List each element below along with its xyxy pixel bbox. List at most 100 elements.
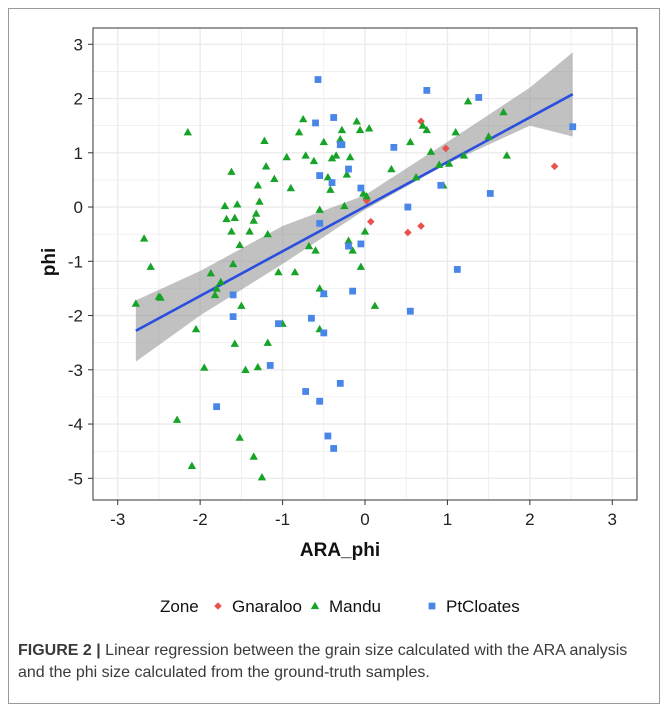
point-mandu	[315, 284, 324, 292]
point-ptcloates	[569, 123, 577, 131]
point-mandu	[315, 205, 324, 213]
confidence-band	[135, 52, 573, 362]
point-ptcloates	[320, 329, 328, 337]
point-mandu	[228, 259, 238, 268]
point-mandu	[355, 125, 365, 134]
point-mandu	[220, 201, 230, 210]
point-mandu	[139, 234, 149, 242]
point-mandu	[212, 284, 221, 292]
point-mandu	[327, 154, 337, 162]
point-mandu	[200, 363, 209, 371]
legend-title: Zone	[160, 597, 199, 616]
point-gnaraloo	[550, 162, 559, 171]
y-tick-label: 2	[74, 90, 83, 109]
point-mandu	[249, 216, 258, 224]
point-ptcloates	[275, 320, 282, 328]
point-mandu	[191, 324, 201, 333]
legend-key-mandu	[310, 601, 320, 610]
point-ptcloates	[328, 179, 336, 187]
point-mandu	[418, 121, 427, 129]
legend-label-gnaraloo: Gnaraloo	[232, 597, 302, 616]
point-mandu	[227, 167, 236, 175]
point-mandu	[249, 452, 258, 460]
y-tick-label: -1	[68, 252, 83, 271]
point-mandu	[434, 160, 444, 168]
point-mandu	[206, 269, 216, 277]
point-mandu	[422, 125, 432, 134]
point-mandu	[270, 174, 279, 182]
y-tick-label: -4	[68, 415, 83, 434]
point-mandu	[463, 97, 473, 105]
point-ptcloates	[345, 165, 352, 173]
point-ptcloates	[316, 397, 324, 405]
point-mandu	[411, 172, 421, 181]
point-ptcloates	[357, 240, 365, 248]
y-tick-label: 1	[74, 144, 83, 163]
legend-key-gnaraloo	[214, 602, 222, 610]
point-mandu	[263, 338, 272, 346]
point-ptcloates	[308, 314, 315, 322]
legend: Zone Gnaraloo Mandu PtCloates	[160, 597, 520, 616]
y-axis: -5 -4 -3 -2 -1 0 1 2 3	[68, 35, 93, 488]
point-mandu	[282, 152, 291, 161]
point-mandu	[230, 213, 239, 222]
point-mandu	[311, 246, 320, 254]
point-mandu	[146, 262, 155, 270]
point-mandu	[502, 151, 511, 159]
point-mandu	[362, 191, 371, 200]
y-tick-label: 0	[74, 198, 83, 217]
point-mandu	[387, 164, 396, 173]
y-tick-label: -3	[68, 361, 83, 380]
point-mandu	[331, 151, 341, 159]
point-mandu	[261, 162, 271, 170]
point-mandu	[352, 117, 361, 125]
point-ptcloates	[404, 203, 412, 211]
point-mandu	[484, 132, 493, 140]
point-ptcloates	[338, 141, 346, 149]
figure-frame	[8, 8, 660, 704]
point-mandu	[294, 127, 304, 136]
point-mandu	[309, 156, 319, 165]
point-ptcloates	[423, 86, 431, 94]
point-mandu	[253, 362, 263, 371]
series-ptcloates	[213, 76, 577, 452]
legend-key-ptcloates	[428, 602, 436, 610]
point-mandu	[364, 124, 374, 132]
point-ptcloates	[390, 143, 398, 151]
point-mandu	[370, 301, 380, 309]
figure-caption: FIGURE 2 | Linear regression between the…	[18, 640, 654, 684]
series-mandu	[131, 97, 511, 481]
point-ptcloates	[314, 76, 322, 83]
point-mandu	[290, 267, 300, 276]
caption-label: FIGURE 2 |	[18, 642, 101, 659]
point-mandu	[342, 170, 352, 178]
x-axis: -3 -2 -1 0 1 2 3	[110, 500, 617, 529]
x-tick-label: 3	[608, 510, 617, 529]
point-ptcloates	[320, 290, 328, 298]
point-mandu	[298, 114, 308, 123]
point-mandu	[344, 236, 353, 244]
point-ptcloates	[345, 242, 352, 250]
point-mandu	[222, 214, 231, 223]
point-mandu	[255, 197, 264, 205]
point-mandu	[210, 290, 220, 299]
point-mandu	[216, 277, 225, 286]
point-mandu	[263, 229, 272, 238]
point-mandu	[406, 137, 415, 146]
point-mandu	[233, 200, 242, 208]
point-mandu	[356, 262, 366, 270]
point-mandu	[230, 339, 239, 347]
x-axis-label: ARA_phi	[300, 540, 380, 561]
y-tick-label: -5	[68, 469, 83, 488]
x-tick-label: 2	[525, 510, 534, 529]
points-layer	[131, 76, 577, 481]
point-ptcloates	[312, 119, 319, 127]
point-mandu	[257, 473, 267, 481]
point-mandu	[337, 125, 347, 134]
x-tick-label: -2	[193, 510, 208, 529]
point-ptcloates	[266, 362, 274, 369]
point-mandu	[360, 227, 370, 235]
point-mandu	[340, 201, 349, 210]
y-tick-label: 3	[74, 35, 83, 54]
